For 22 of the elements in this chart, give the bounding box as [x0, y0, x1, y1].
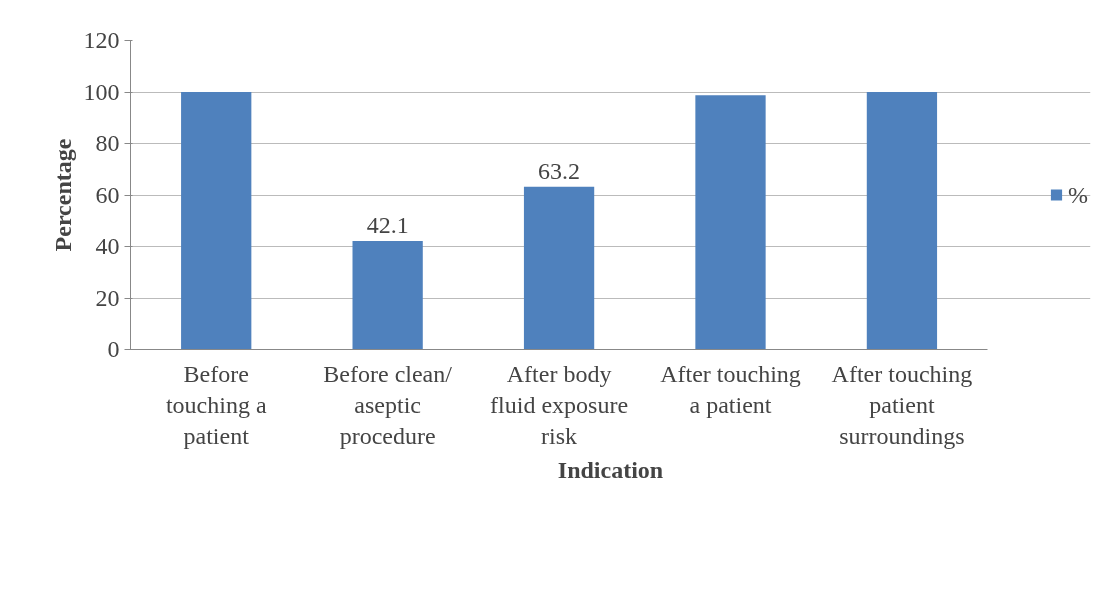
y-axis-title: Percentage: [49, 138, 76, 252]
bar: [866, 92, 938, 350]
x-axis-title: Indication: [557, 456, 664, 483]
bar: [352, 241, 423, 350]
x-tick-label: After touching patient surroundings: [831, 360, 973, 449]
y-tick-label: 0: [107, 336, 120, 362]
y-tick-label: 40: [95, 233, 120, 259]
y-tick-label: 120: [83, 27, 120, 53]
data-label: 63.2: [538, 157, 581, 184]
y-tick-label: 100: [83, 78, 120, 105]
data-label: 42.1: [366, 212, 409, 239]
legend-label: %: [1068, 181, 1088, 208]
y-tick-label: 60: [95, 181, 120, 208]
x-tick-label: Before touching a patient: [165, 360, 267, 449]
bar: [181, 92, 252, 350]
y-tick-label: 80: [95, 130, 120, 156]
bar: [523, 186, 595, 350]
x-tick-label: Before clean/ aseptic procedure: [323, 360, 453, 449]
x-tick-label: After touching a patient: [660, 360, 801, 418]
x-tick-label: After body fluid exposure risk: [490, 360, 629, 449]
y-tick-label: 20: [95, 284, 120, 311]
bar: [695, 95, 766, 350]
